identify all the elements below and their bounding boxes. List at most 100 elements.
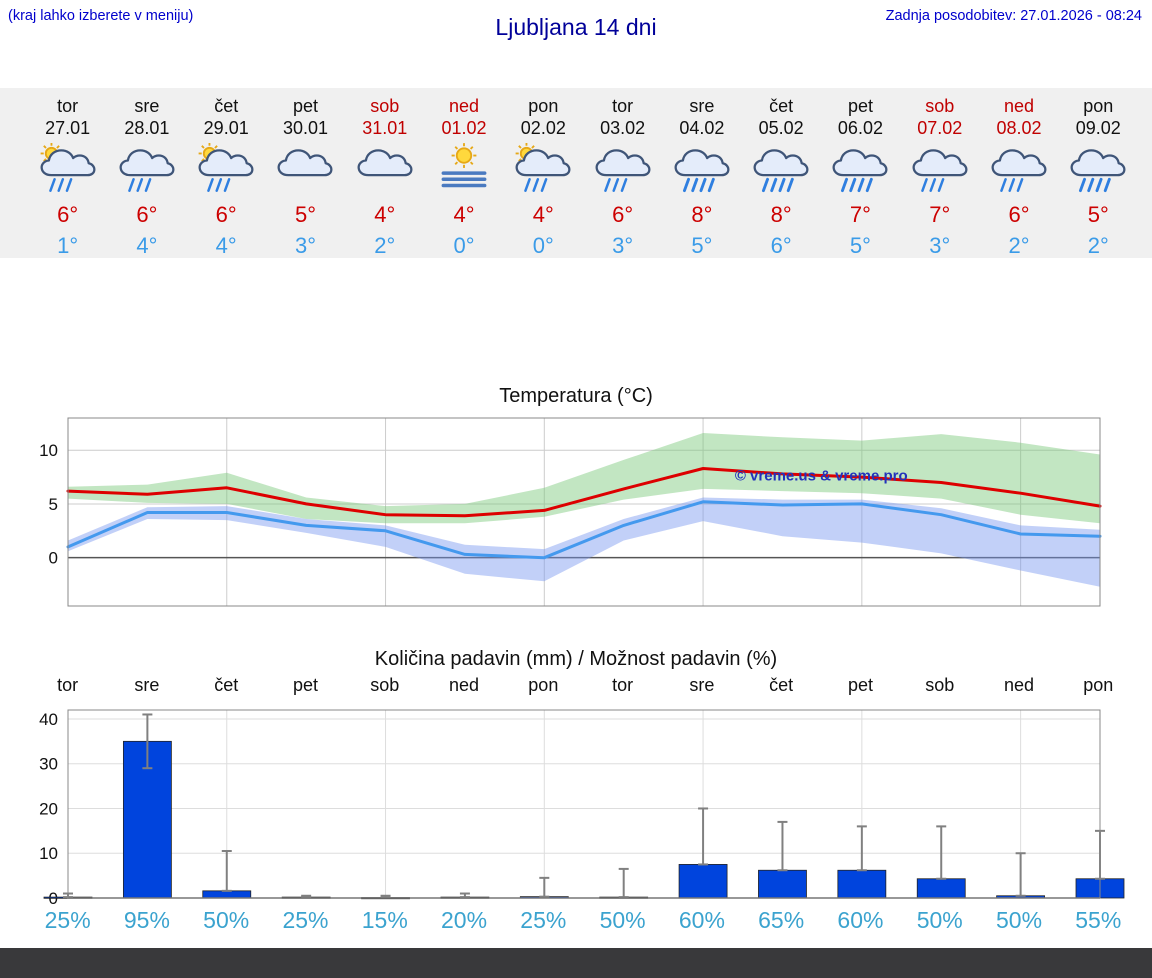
forecast-strip: tor 27.01 6° 1° sre 28.01 6° 4° čet 29.01 6° 4° pet 3…: [0, 88, 1152, 258]
temp-max: 6°: [1008, 202, 1030, 227]
forecast-day: sre 04.02 8° 5°: [662, 94, 741, 259]
precip-bar: [678, 864, 728, 899]
precip-bar-group: [599, 867, 649, 899]
precip-day-label: čet: [769, 675, 794, 695]
temp-grid: [68, 418, 1100, 606]
temp-min: 3°: [294, 233, 316, 258]
forecast-day: pet 30.01 5° 3°: [266, 94, 345, 259]
forecast-day: tor 03.02 6° 3°: [583, 94, 662, 259]
fog-sun-icon: [441, 143, 487, 188]
precip-day-label: sob: [370, 675, 400, 695]
temp-max: 4°: [374, 202, 396, 227]
day-date: 05.02: [758, 118, 804, 138]
day-name: čet: [214, 96, 239, 116]
sun-cloud-rain-icon: [515, 142, 571, 192]
precip-probability: 50%: [995, 907, 1043, 933]
weather-icon-slot: [900, 143, 979, 201]
spacer-top: [0, 258, 1152, 385]
temp-y-tick: 0: [49, 549, 58, 568]
header: (kraj lahko izberete v meniju) Ljubljana…: [0, 0, 1152, 88]
weather-icon-slot: [979, 143, 1058, 201]
precip-day-label: ned: [1003, 675, 1035, 695]
precip-bar-group: [996, 852, 1046, 899]
temp-max: 7°: [929, 202, 951, 227]
cloudy-icon: [277, 149, 333, 177]
precip-day-label: pon: [1083, 675, 1114, 695]
temperatura-min-line: [66, 500, 1102, 560]
temp-y-tick: 5: [49, 495, 58, 514]
forecast-day: čet 05.02 8° 6°: [742, 94, 821, 259]
max-range-band: [68, 433, 1100, 524]
cloudy-icon: [357, 149, 413, 177]
temp-min: 2°: [1008, 233, 1030, 258]
precip-probability: 20%: [441, 907, 488, 933]
precip-day-label: pon: [528, 675, 559, 695]
day-name: pet: [292, 96, 318, 116]
day-date: 06.02: [837, 118, 883, 138]
temp-min: 5°: [849, 233, 871, 258]
precip-day-label: pet: [292, 675, 318, 695]
temp-min: 4°: [215, 233, 237, 258]
watermark-link[interactable]: © vreme.us & vreme.pro: [735, 467, 908, 484]
day-date: 29.01: [203, 118, 249, 138]
precip-probability: 25%: [44, 907, 91, 933]
precipitation-chart: 010203040: [39, 709, 1125, 905]
weather-icon-slot: [266, 143, 345, 201]
temp-min: 1°: [57, 233, 79, 258]
day-date: 09.02: [1075, 118, 1121, 138]
temp-max: 5°: [294, 202, 316, 227]
temp-min: 6°: [770, 233, 792, 258]
precip-plot-border: [67, 709, 1101, 899]
weather-icon-slot: [345, 143, 424, 201]
precip-bar: [837, 869, 887, 899]
day-date: 01.02: [441, 118, 487, 138]
precip-bar-group: [122, 713, 172, 899]
precip-y-tick: 30: [39, 755, 58, 774]
footer-bar: [0, 948, 1152, 978]
day-name: pet: [847, 96, 873, 116]
precip-day-label: sre: [134, 675, 160, 695]
temp-plot-border: [67, 417, 1101, 607]
temp-max: 5°: [1087, 202, 1109, 227]
cloud-heavy-rain-icon: [832, 149, 888, 193]
precip-day-label: tor: [57, 675, 79, 695]
precip-bar-group: [678, 807, 728, 899]
precip-probability: 55%: [1075, 907, 1122, 933]
day-date: 28.01: [124, 118, 170, 138]
precip-day-label: ned: [449, 675, 480, 695]
last-update: Zadnja posodobitev: 27.01.2026 - 08:24: [885, 8, 1142, 24]
weather-icon-slot: [583, 143, 662, 201]
day-date: 07.02: [917, 118, 963, 138]
precip-day-label: čet: [214, 675, 239, 695]
precip-probability: 50%: [203, 907, 250, 933]
cloud-heavy-rain-icon: [674, 149, 730, 193]
temp-min: 0°: [453, 233, 475, 258]
cloud-heavy-rain-icon: [753, 149, 809, 193]
precip-grid: [68, 710, 1100, 898]
temp-max: 8°: [770, 202, 792, 227]
day-date: 03.02: [600, 118, 646, 138]
temp-min: 5°: [691, 233, 713, 258]
forecast-columns: tor 27.01 6° 1° sre 28.01 6° 4° čet 29.01 6° 4° pet 3…: [28, 94, 1138, 259]
precip-probability: 25%: [282, 907, 329, 933]
weather-icon-slot: [187, 142, 266, 201]
day-date: 31.01: [362, 118, 408, 138]
forecast-day: pet 06.02 7° 5°: [821, 94, 900, 259]
temp-min: 2°: [374, 233, 396, 258]
temperatura-max-line: [66, 467, 1102, 518]
temp-max: 6°: [136, 202, 158, 227]
day-date: 08.02: [996, 118, 1042, 138]
day-name: ned: [449, 96, 480, 116]
forecast-day: ned 08.02 6° 2°: [979, 94, 1058, 259]
day-name: sre: [689, 96, 715, 116]
weather-icon-slot: [424, 143, 503, 201]
precip-probability: 50%: [599, 907, 646, 933]
day-name: pon: [528, 96, 559, 116]
precip-day-label: sre: [689, 675, 715, 695]
weather-icon-slot: [504, 142, 583, 201]
precip-probability: 15%: [361, 907, 408, 933]
forecast-day: sre 28.01 6° 4°: [107, 94, 186, 259]
day-name: pon: [1083, 96, 1114, 116]
sun-cloud-rain-icon: [198, 142, 254, 192]
weather-icon-slot: [28, 142, 107, 201]
